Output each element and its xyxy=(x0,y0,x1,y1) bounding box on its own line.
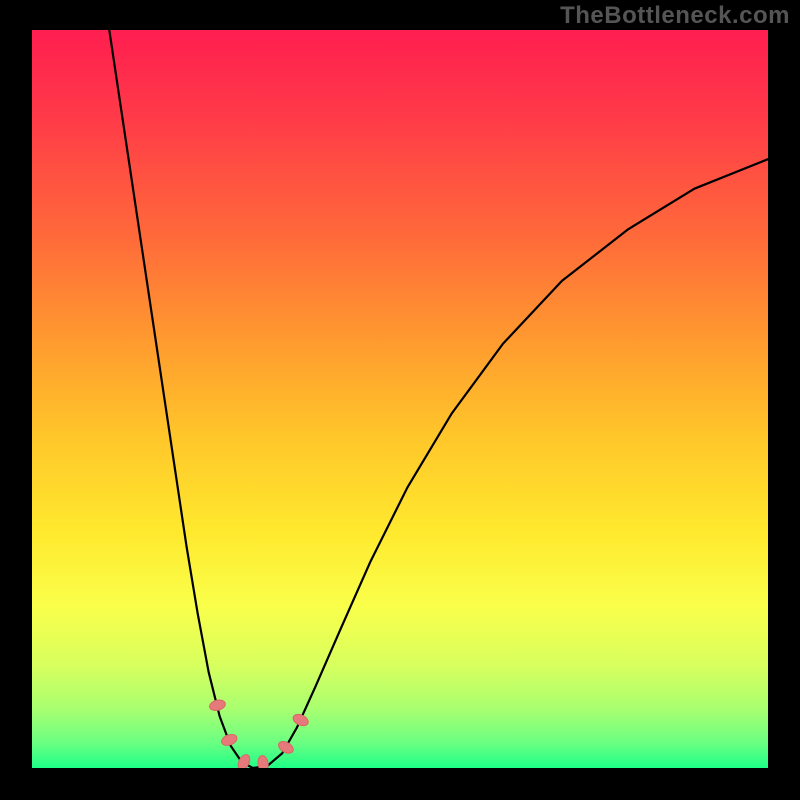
plot-area xyxy=(32,30,768,768)
plot-svg xyxy=(32,30,768,768)
plot-background xyxy=(32,30,768,768)
watermark-text: TheBottleneck.com xyxy=(560,2,790,30)
